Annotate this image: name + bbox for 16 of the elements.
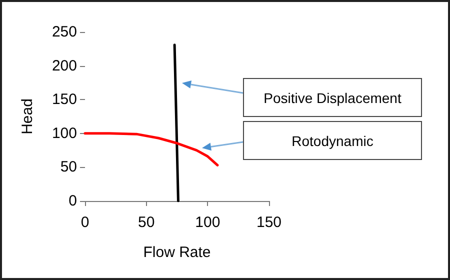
callout-box: Rotodynamic — [243, 121, 422, 160]
y-tick-label: 100 — [52, 124, 77, 142]
callout-box: Positive Displacement — [243, 78, 422, 117]
annotation: Positive Displacement — [264, 90, 402, 106]
x-tick-label: 0 — [80, 214, 90, 231]
y-tick-label: 200 — [52, 57, 77, 74]
line-series — [84, 132, 219, 166]
y-tick-label: 250 — [52, 24, 77, 40]
x-tick-label: 50 — [138, 214, 155, 231]
x-tick-label: 100 — [195, 214, 220, 231]
y-axis-title: Head — [19, 98, 36, 134]
y-tick-label: 150 — [52, 91, 77, 108]
y-tick-label: 50 — [60, 158, 77, 176]
x-axis-title: Flow Rate — [143, 244, 211, 261]
y-tick-label: 0 — [68, 192, 77, 210]
x-tick-label: 150 — [256, 214, 282, 231]
